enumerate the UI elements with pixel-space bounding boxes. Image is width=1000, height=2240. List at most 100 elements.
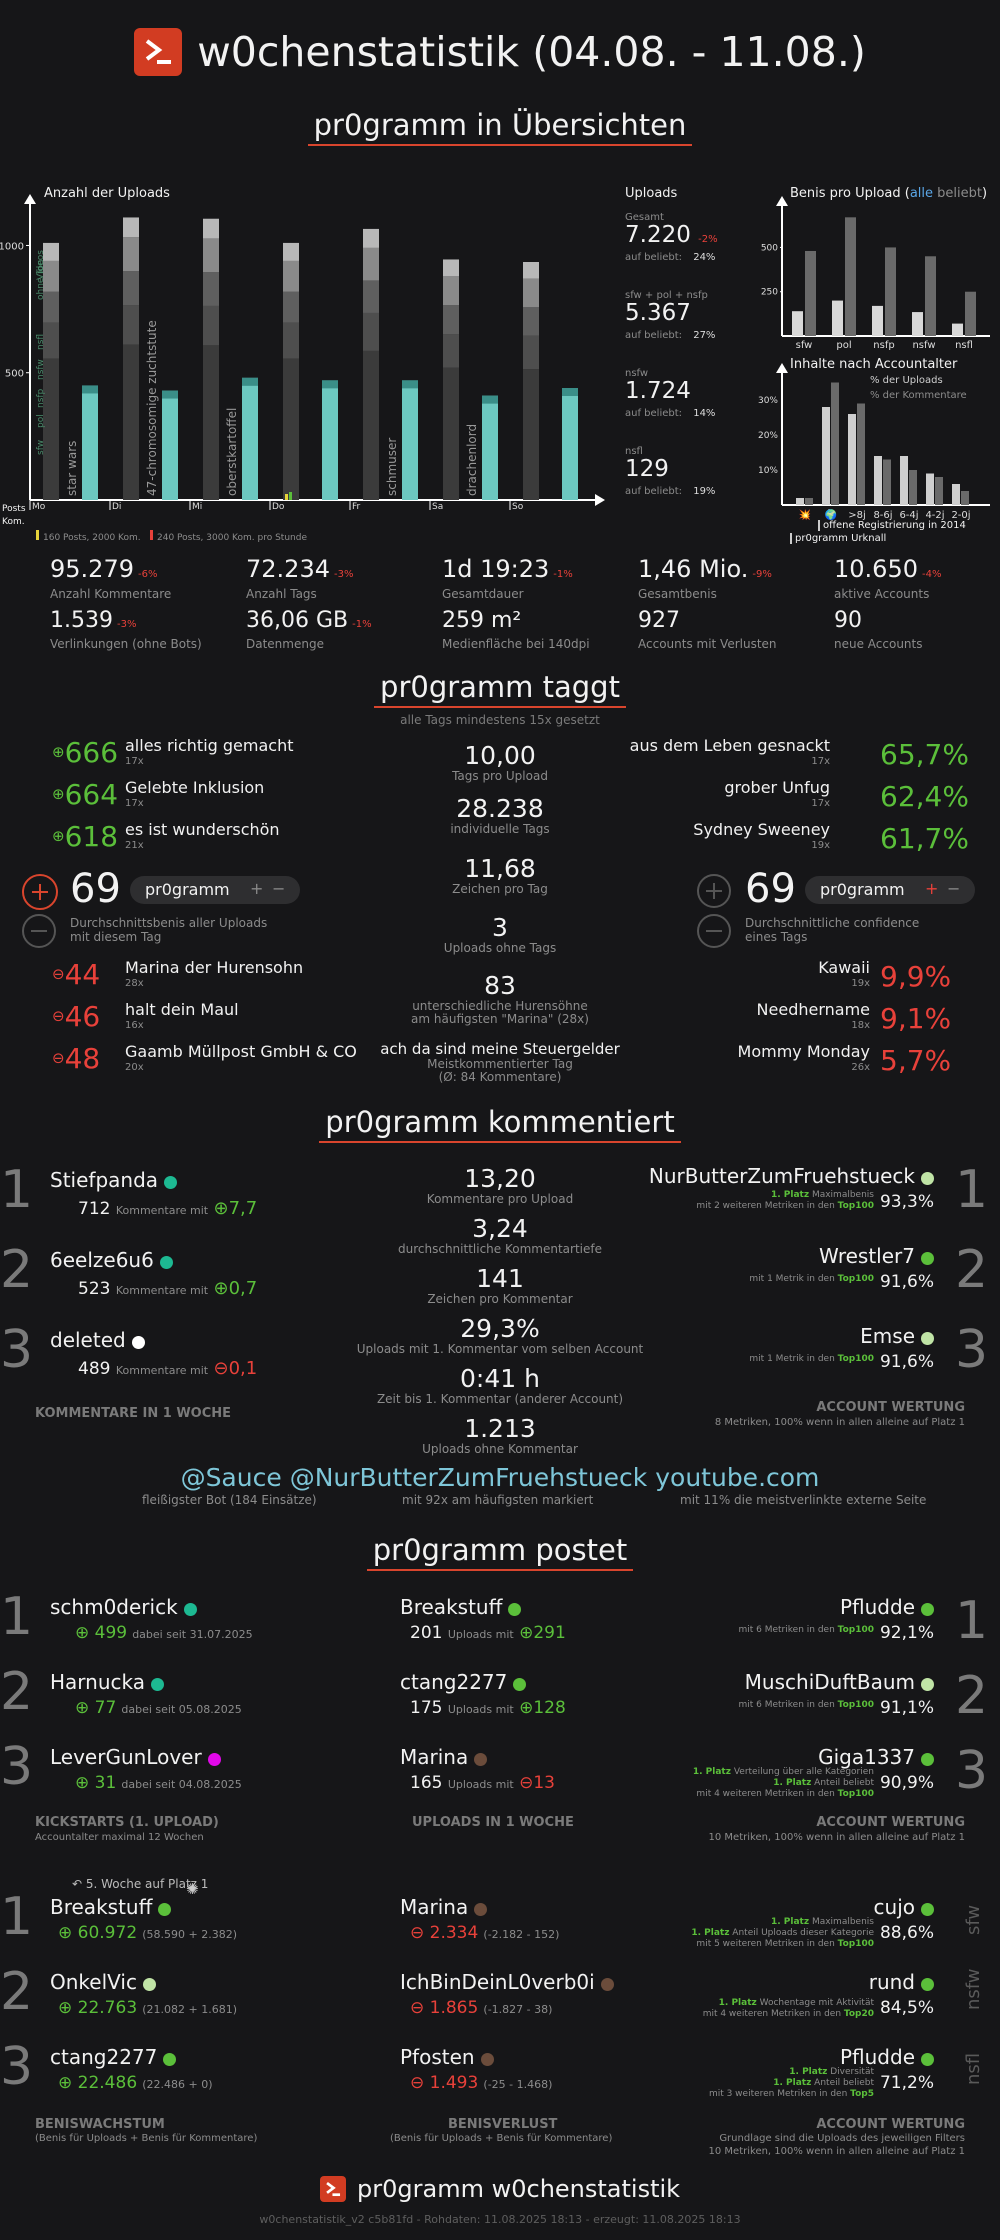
tag-left-desc: Durchschnittsbenis aller Uploads mit dies… [70,916,268,944]
upload-stat: nsfw 1.724 auf beliebt: 14% [625,368,716,419]
user-name[interactable]: Breakstuff [400,1595,522,1619]
footer: pr0gramm w0chenstatistik [0,2175,1000,2203]
user-name[interactable]: ctang2277 [400,1670,527,1694]
tag-flop-name[interactable]: Marina der Hurensohn 28x [125,958,304,990]
section-title-overview: pr0gramm in Übersichten [0,108,1000,146]
mentions-row: @Sauce @NurButterZumFruehstueck youtube.… [0,1463,1000,1492]
wachs-caption: BENISWACHSTUM [35,2117,165,2132]
tag-plus-icon[interactable]: + [250,879,264,898]
tag-top-name[interactable]: Gelebte Inklusion 17x [125,778,265,810]
user-name[interactable]: Pfludde [840,1595,934,1619]
section-title-comments: pr0gramm kommentiert [0,1105,1000,1143]
side-label: pol [36,414,46,428]
overview-stat: 36,06 GB -1% Datenmenge [246,608,372,651]
user-metrics: 1. Platz Diversität 1. Platz Anteil belie… [708,2067,874,2099]
rank-number: 3 [955,1741,989,1801]
user-name[interactable]: IchBinDeinL0verb0i [400,1970,614,1994]
day-label: Sa [432,502,443,512]
tag-select-right[interactable]: pr0gramm + − [805,876,975,904]
kick-sub: Accountalter maximal 12 Wochen [35,1832,204,1843]
upload-bar-segment [443,305,459,335]
tag-center-stat: 28.238 individuelle Tags [450,794,550,836]
wert-sub: 10 Metriken, 100% wenn in allen alleine … [708,1832,965,1843]
user-metrics: 1. Platz Maximalbenis 1. Platz Anteil Upl… [691,1917,874,1949]
tag-conf-name[interactable]: aus dem Leben gesnackt 17x [629,736,830,768]
benis-bar-all [912,312,923,336]
upload-bar-segment [203,218,219,239]
row-labels: Posts Kom. [2,503,26,529]
plus-circle-button-right[interactable] [697,874,731,908]
steuer-block: ach da sind meine Steuergelder Meistkomm… [380,1040,620,1084]
age-bar-uploads [874,456,882,505]
tag-lowconf-name[interactable]: Mommy Monday 26x [737,1042,870,1074]
tag-lowconf-name[interactable]: Kawaii 19x [818,958,870,990]
tag-top-benis: ⊕664 [52,778,119,811]
user-name[interactable]: LeverGunLover [50,1745,221,1769]
user-name[interactable]: Harnucka [50,1670,164,1694]
uploads-caption: UPLOADS IN 1 WOCHE [412,1815,574,1830]
tag-conf-name[interactable]: grober Unfug 17x [724,778,830,810]
rank-number: 3 [0,2037,34,2097]
upload-bar-segment [123,305,139,345]
tags-subtitle: alle Tags mindestens 15x gesetzt [400,713,600,727]
filter-category: nsfl [963,2052,984,2085]
user-score: 91,1% [879,1698,934,1718]
plus-circle-button[interactable] [22,874,58,910]
user-name[interactable]: 6eelze6u6 [50,1248,173,1272]
rank-number: 3 [955,1320,989,1380]
mention-site[interactable]: youtube.com [655,1463,820,1492]
tag-flop-name[interactable]: Gaamb Müllpost GmbH & CO 20x [125,1042,357,1074]
user-name[interactable]: MuschiDuftBaum [745,1670,934,1694]
minus-circle-button-right[interactable] [697,914,731,948]
user-name[interactable]: Marina [400,1895,488,1919]
user-name[interactable]: deleted [50,1328,145,1352]
tag-select-left[interactable]: pr0gramm + − [130,876,300,904]
user-name[interactable]: schm0derick [50,1595,197,1619]
rank-number: 2 [955,1666,989,1726]
age-bar-comments [935,477,943,505]
day-label: Fr [352,502,361,512]
age-legend-comments: % der Kommentare [870,390,967,401]
tag-top-name[interactable]: alles richtig gemacht 17x [125,736,294,768]
user-score: 92,1% [879,1623,934,1643]
user-name[interactable]: ctang2277 [50,2045,177,2069]
user-name[interactable]: OnkelVic [50,1970,156,1994]
user-name[interactable]: Pfosten [400,2045,494,2069]
user-name[interactable]: Emse [860,1324,934,1348]
tag-conf-name[interactable]: Sydney Sweeney 19x [693,820,830,852]
tag-top-name[interactable]: es ist wunderschön 21x [125,820,280,852]
age-bar-uploads [926,473,934,505]
svg-text:10%: 10% [758,466,778,476]
user-name[interactable]: Wrestler7 [819,1244,934,1268]
legend-red: 240 Posts, 3000 Kom. pro Stunde [150,530,307,543]
user-kick-stats: ⊕ 77 dabei seit 05.08.2025 [75,1698,242,1718]
minus-circle-button[interactable] [22,914,56,948]
user-name[interactable]: Giga1337 [818,1745,934,1769]
user-name[interactable]: Pfludde [840,2045,934,2069]
user-score: 71,2% [879,2073,934,2093]
upload-bar-segment [363,280,379,313]
user-name[interactable]: Marina [400,1745,488,1769]
user-name[interactable]: cujo [874,1895,934,1919]
upload-bar-teal [162,390,178,500]
upload-stat: nsfl 129 auf beliebt: 19% [625,446,716,497]
tag-center-stat: 3 Uploads ohne Tags [443,913,557,955]
upload-bar-segment [43,242,59,261]
day-label: So [512,502,524,512]
mention-bot[interactable]: @Sauce [180,1463,282,1492]
user-name[interactable]: rund [869,1970,934,1994]
upload-bar-teal-top [242,377,258,386]
upload-bar-teal-top [402,380,418,389]
tag-plus-icon-right[interactable]: + [925,879,939,898]
user-name[interactable]: Breakstuff [50,1895,172,1919]
overview-stat: 259 m² Medienfläche bei 140dpi [442,608,590,651]
tag-lowconf-name[interactable]: Needhername 18x [756,1000,870,1032]
tag-flop-name[interactable]: halt dein Maul 16x [125,1000,239,1032]
tag-minus-icon[interactable]: − [272,879,286,898]
tag-minus-icon-right[interactable]: − [947,879,961,898]
footer-title: pr0gramm w0chenstatistik [357,2175,681,2203]
user-name[interactable]: Stiefpanda [50,1168,178,1192]
user-name[interactable]: NurButterZumFruehstueck [649,1164,934,1188]
mention-user[interactable]: @NurButterZumFruehstueck [289,1463,648,1492]
rank-number: 1 [955,1160,989,1220]
